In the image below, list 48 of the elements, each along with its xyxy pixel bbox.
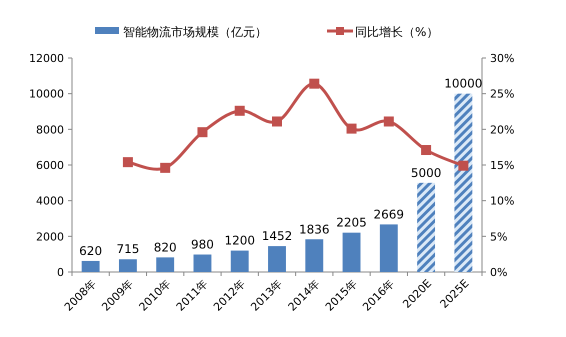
- point: [234, 106, 245, 116]
- y2-tick-label: 10%: [490, 194, 514, 208]
- point: [458, 160, 468, 171]
- y2-tick-label: 15%: [490, 159, 514, 172]
- data-label: 1452: [262, 229, 292, 244]
- legend-label: 智能物流市场规模（亿元）: [123, 25, 267, 39]
- point: [346, 124, 357, 134]
- bar: [230, 250, 249, 272]
- legend-label: 同比增长（%）: [355, 25, 438, 39]
- bar: [454, 94, 472, 272]
- bar: [417, 182, 436, 272]
- y-tick-label: 6000: [36, 159, 64, 172]
- y2-tick-label: 30%: [490, 52, 514, 65]
- data-label: 820: [154, 240, 177, 254]
- y2-tick-label: 20%: [490, 123, 514, 136]
- bar: [342, 232, 360, 272]
- y-tick-label: 10000: [29, 88, 64, 101]
- y2-tick-label: 0%: [490, 266, 508, 279]
- y2-tick-label: 25%: [490, 88, 514, 101]
- bar: [156, 257, 174, 272]
- point: [384, 116, 394, 126]
- point: [309, 78, 320, 89]
- y-tick-label: 12000: [29, 52, 64, 65]
- y-tick-label: 4000: [36, 194, 64, 208]
- bar: [82, 260, 100, 272]
- bar: [380, 224, 398, 272]
- point: [197, 127, 208, 138]
- bar: [118, 259, 137, 272]
- y-tick-label: 0: [57, 266, 64, 279]
- point: [272, 116, 282, 126]
- data-label: 1200: [224, 234, 255, 248]
- data-label: 980: [191, 238, 214, 252]
- data-label: 5000: [410, 166, 442, 180]
- data-label: 2205: [336, 216, 367, 230]
- data-label: 715: [116, 242, 140, 256]
- point: [160, 162, 170, 173]
- data-label: 1836: [299, 222, 330, 236]
- data-label: 2669: [374, 207, 404, 222]
- y-tick-label: 2000: [36, 230, 64, 244]
- y2-tick-label: 5%: [490, 230, 508, 244]
- bar: [305, 239, 324, 272]
- bar: [194, 254, 212, 272]
- data-label: 10000: [444, 76, 482, 91]
- data-label: 620: [79, 244, 102, 258]
- y-tick-label: 8000: [36, 123, 64, 136]
- point: [421, 145, 432, 156]
- bar: [268, 246, 286, 272]
- point: [122, 157, 133, 168]
